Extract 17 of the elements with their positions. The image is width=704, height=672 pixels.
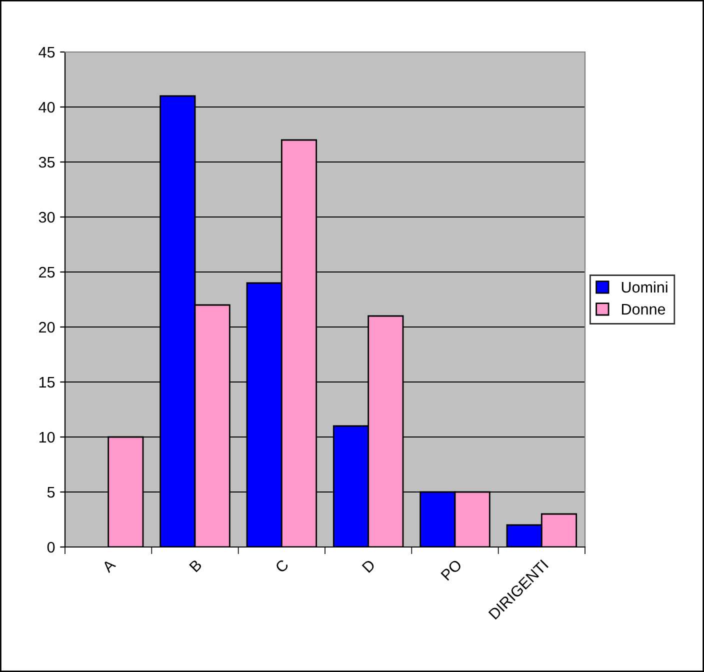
y-tick-label: 5: [47, 487, 55, 498]
legend-label: Donne: [622, 304, 666, 315]
y-tick-label: 30: [38, 212, 55, 223]
x-tick-label: B: [189, 559, 202, 572]
y-tick-label: 0: [47, 542, 55, 553]
x-tick-label: A: [102, 558, 116, 574]
x-tick-label: D: [362, 559, 376, 573]
x-tick-label: PO: [440, 558, 462, 581]
y-tick-label: 25: [39, 266, 55, 278]
y-tick-label: 35: [38, 156, 55, 168]
y-tick-label: 45: [38, 47, 55, 58]
x-tick-label: C: [274, 558, 290, 574]
y-tick-label: 40: [38, 102, 55, 113]
y-tick-label: 20: [39, 322, 55, 333]
y-tick-label: 10: [39, 432, 55, 443]
y-tick-label: 15: [39, 377, 55, 388]
legend-label: Uomini: [622, 281, 668, 293]
